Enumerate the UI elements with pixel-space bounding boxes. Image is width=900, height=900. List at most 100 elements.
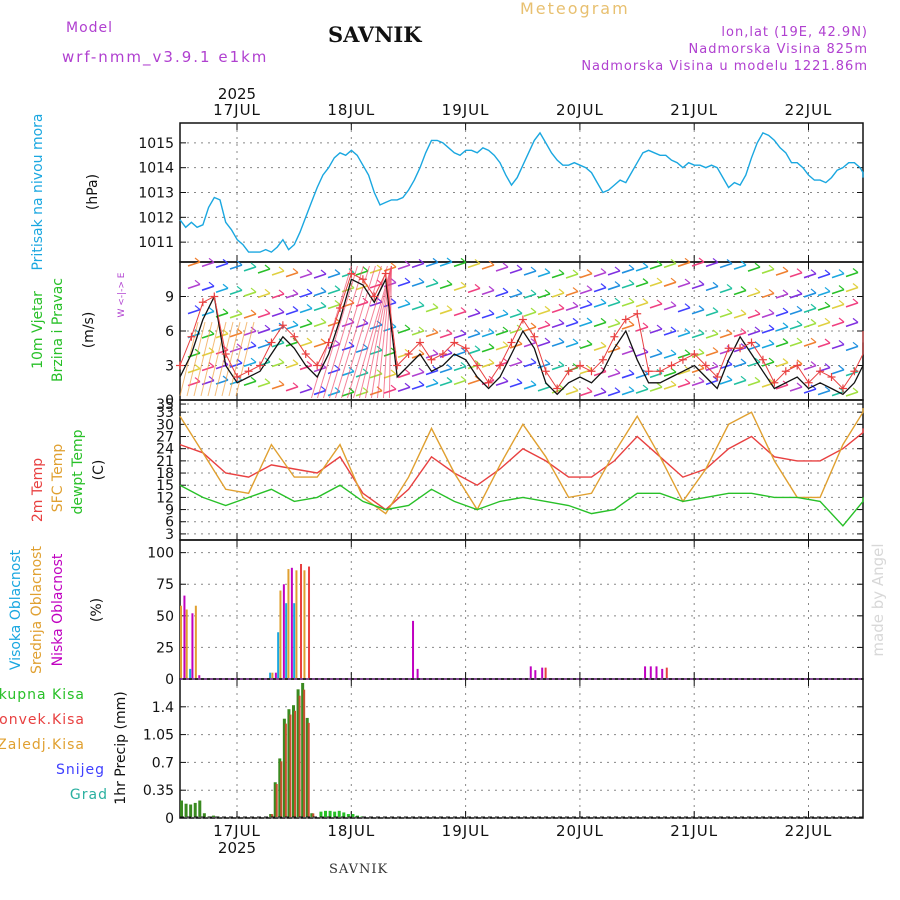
cloud-bar (416, 668, 419, 678)
temp-unit: (C) (91, 460, 107, 481)
wind-arrow (691, 332, 705, 339)
wind-arrow-barb (740, 286, 747, 291)
cloud-bar (293, 603, 296, 678)
wind-arrow-barb (530, 322, 537, 328)
cloud-frame (179, 539, 864, 680)
wind-arrow-barb (488, 309, 495, 315)
wind-arrow-barb (810, 288, 817, 294)
wind-arrow (621, 283, 635, 289)
wind-arrow-barb (306, 337, 313, 343)
wind-arrow (313, 290, 327, 297)
wind-arrow (243, 345, 257, 351)
wind-arrow-barb (460, 281, 467, 287)
wind-arrow (719, 332, 733, 339)
wind-arrow-barb (628, 297, 635, 303)
wind-arrow-barb (292, 306, 299, 311)
day-label-bottom: 18JUL (327, 822, 375, 840)
wind-arrow-barb (824, 301, 831, 307)
wind-arrow-barb (600, 387, 607, 393)
wind-arrow-barb (656, 260, 663, 266)
wind-arrow (635, 373, 649, 379)
wind-arrow (523, 326, 537, 332)
wind-arrow (621, 349, 635, 356)
wind-arrow (761, 343, 775, 349)
cloud-bar (303, 570, 306, 678)
wind-arrow (411, 384, 425, 390)
pressure-ytick-label: 1011 (138, 235, 174, 251)
wind-arrow-barb (404, 382, 411, 388)
precip-ylabel: 1hr Precip (mm) (113, 691, 129, 804)
wind-arrow-barb (628, 264, 635, 270)
wind-arrow (201, 285, 215, 291)
wind-arrow (257, 312, 271, 319)
wind-arrow (803, 322, 817, 329)
wind-arrow-barb (614, 297, 621, 303)
wind-arrow (719, 287, 733, 294)
wind-arrow-barb (250, 309, 257, 315)
wind-arrow-barb (684, 378, 691, 384)
wind-arrow-barb (586, 387, 593, 393)
wind-arrow (649, 352, 663, 359)
wind-arrow-barb (600, 317, 607, 323)
wind-arrow (663, 281, 677, 287)
wind-arrow-barb (586, 269, 593, 275)
wind-arrow (677, 353, 691, 359)
wind-arrow (649, 328, 663, 334)
wind-arrow-barb (250, 287, 257, 293)
wind-arrow (761, 292, 775, 299)
wind-arrow (817, 273, 831, 279)
cloud-bar (279, 590, 282, 678)
wind-arrow (845, 286, 859, 293)
cloud-bar (661, 668, 664, 678)
wind-arrow-barb (460, 329, 467, 335)
wind-arrow-barb (362, 266, 369, 272)
wind-arrow (537, 309, 551, 316)
wind-arrow-barb (754, 287, 761, 293)
wind-gust-line (179, 271, 864, 390)
wind-arrow-barb (544, 359, 551, 365)
wind-arrow (621, 268, 635, 274)
wind-arrow-barb (278, 289, 285, 295)
wind-arrow-barb (712, 281, 719, 287)
cloud-bar (529, 666, 532, 678)
wind-arrow-barb (754, 376, 761, 382)
wind-arrow-barb (600, 341, 607, 347)
wind-arrow (705, 350, 719, 357)
wind-arrow-barb (684, 328, 691, 334)
wind-arrow (607, 270, 621, 276)
wind-arrow (803, 364, 817, 371)
wind-arrow-barb (278, 358, 285, 364)
wind-arrow-barb (474, 329, 481, 335)
wind-arrow-barb (670, 380, 677, 386)
wind-arrow-barb (516, 357, 523, 363)
wind-arrow (411, 281, 425, 287)
precip-bar (193, 802, 197, 817)
wind-arrow (803, 388, 817, 394)
wind-arrow-barb (348, 317, 355, 323)
wind-arrow-barb (852, 283, 859, 288)
wind-arrow-barb (208, 347, 215, 353)
cloud-bar (290, 567, 293, 678)
wind-arrow (355, 390, 369, 397)
wind-arrow-barb (698, 376, 705, 382)
wind-arrow (509, 292, 523, 299)
cloud-bar (644, 666, 647, 678)
cloud-bar (665, 667, 668, 678)
wind-arrow-barb (474, 258, 481, 264)
wind-arrow (425, 306, 439, 313)
wind-arrow (355, 284, 369, 291)
wind-arrow (495, 344, 509, 351)
wind-ylabel-1: 10m Vjetar (30, 291, 46, 369)
wind-arrow-barb (782, 338, 789, 344)
wind-arrow (229, 347, 243, 353)
precip-conv-bar (275, 783, 278, 817)
wind-arrow-barb (292, 320, 299, 326)
wind-arrow (803, 292, 817, 298)
wind-arrow (565, 305, 579, 312)
day-label-bottom: 22JUL (785, 822, 833, 840)
wind-arrow (481, 362, 495, 368)
wind-arrow-barb (726, 283, 733, 289)
footer-station: SAVNIK (329, 862, 389, 877)
precip-bar (287, 709, 291, 817)
wind-hatch (193, 321, 213, 397)
